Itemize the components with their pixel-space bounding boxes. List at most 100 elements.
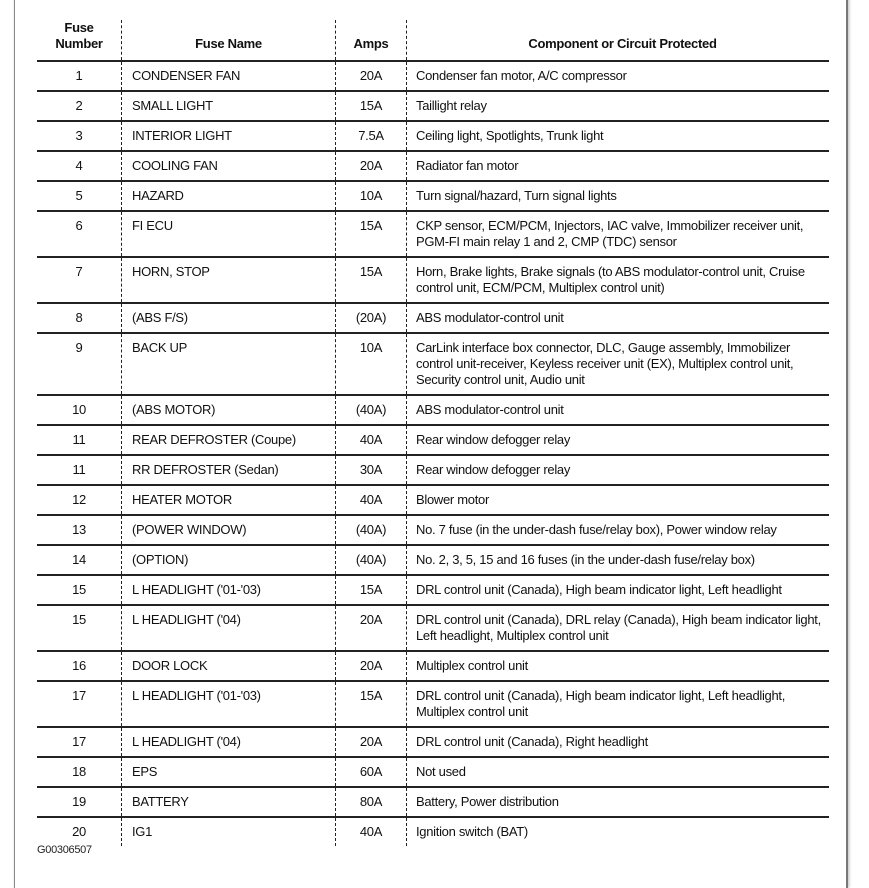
fuse-number-cell: 8 [37, 302, 122, 333]
component-cell: Battery, Power distribution [406, 786, 829, 817]
table-row: 10 (ABS MOTOR) (40A) ABS modulator-control … [37, 394, 829, 425]
table-row: 19 BATTERY 80A Battery, Power distribution [37, 786, 829, 817]
amps-cell: 7.5A [335, 120, 407, 151]
table-row: 11 REAR DEFROSTER (Coupe) 40A Rear window d… [37, 424, 829, 455]
fuse-number-cell: 14 [37, 544, 122, 575]
fuse-name-cell: (OPTION) [121, 544, 336, 575]
component-cell: DRL control unit (Canada), DRL relay (Ca… [406, 604, 829, 651]
header-fuse-number: Fuse Number [55, 20, 103, 51]
table-row: 4 COOLING FAN 20A Radiator fan motor [37, 150, 829, 181]
table-row: 17 L HEADLIGHT ('04) 20A DRL control unit (… [37, 726, 829, 757]
header-amps: Amps [335, 20, 407, 61]
fuse-number-cell: 2 [37, 90, 122, 121]
fuse-name-cell: BATTERY [121, 786, 336, 817]
table-row: 8 (ABS F/S) (20A) ABS modulator-control uni… [37, 302, 829, 333]
table-row: 1 CONDENSER FAN 20A Condenser fan motor, A/… [37, 60, 829, 91]
table-row: 6 FI ECU 15A CKP sensor, ECM/PCM, Injectors… [37, 210, 829, 257]
fuse-table: Fuse Number Fuse Name Amps Component or C… [37, 20, 829, 846]
fuse-name-cell: CONDENSER FAN [121, 60, 336, 91]
amps-cell: 15A [335, 90, 407, 121]
fuse-number-cell: 1 [37, 60, 122, 91]
table-row: 20 IG1 40A Ignition switch (BAT) [37, 816, 829, 846]
amps-cell: 40A [335, 424, 407, 455]
component-cell: Horn, Brake lights, Brake signals (to AB… [406, 256, 829, 303]
table-row: 12 HEATER MOTOR 40A Blower motor [37, 484, 829, 515]
fuse-number-cell: 10 [37, 394, 122, 425]
table-row: 3 INTERIOR LIGHT 7.5A Ceiling light, Spotli… [37, 120, 829, 151]
fuse-name-cell: L HEADLIGHT ('01-'03) [121, 574, 336, 605]
fuse-number-cell: 3 [37, 120, 122, 151]
amps-cell: 40A [335, 816, 407, 846]
amps-cell: (20A) [335, 302, 407, 333]
table-row: 9 BACK UP 10A CarLink interface box connect… [37, 332, 829, 395]
fuse-name-cell: (ABS MOTOR) [121, 394, 336, 425]
component-cell: Rear window defogger relay [406, 454, 829, 485]
fuse-number-cell: 17 [37, 726, 122, 757]
amps-cell: (40A) [335, 544, 407, 575]
fuse-number-cell: 16 [37, 650, 122, 681]
table-row: 16 DOOR LOCK 20A Multiplex control unit [37, 650, 829, 681]
fuse-name-cell: COOLING FAN [121, 150, 336, 181]
fuse-name-cell: RR DEFROSTER (Sedan) [121, 454, 336, 485]
amps-cell: 10A [335, 180, 407, 211]
fuse-number-cell: 6 [37, 210, 122, 257]
component-cell: No. 2, 3, 5, 15 and 16 fuses (in the und… [406, 544, 829, 575]
amps-cell: 30A [335, 454, 407, 485]
fuse-number-cell: 17 [37, 680, 122, 727]
table-row: 17 L HEADLIGHT ('01-'03) 15A DRL control un… [37, 680, 829, 727]
fuse-number-cell: 20 [37, 816, 122, 846]
fuse-name-cell: (POWER WINDOW) [121, 514, 336, 545]
amps-cell: 20A [335, 604, 407, 651]
component-cell: Rear window defogger relay [406, 424, 829, 455]
header-component: Component or Circuit Protected [406, 20, 829, 61]
fuse-name-cell: REAR DEFROSTER (Coupe) [121, 424, 336, 455]
table-row: 13 (POWER WINDOW) (40A) No. 7 fuse (in the … [37, 514, 829, 545]
component-cell: Blower motor [406, 484, 829, 515]
amps-cell: 20A [335, 150, 407, 181]
fuse-name-cell: HORN, STOP [121, 256, 336, 303]
fuse-number-cell: 7 [37, 256, 122, 303]
component-cell: Turn signal/hazard, Turn signal lights [406, 180, 829, 211]
component-cell: Not used [406, 756, 829, 787]
table-row: 15 L HEADLIGHT ('01-'03) 15A DRL control un… [37, 574, 829, 605]
fuse-name-cell: (ABS F/S) [121, 302, 336, 333]
component-cell: Radiator fan motor [406, 150, 829, 181]
fuse-name-cell: EPS [121, 756, 336, 787]
header-fuse-name: Fuse Name [121, 20, 336, 61]
amps-cell: 15A [335, 680, 407, 727]
fuse-number-cell: 18 [37, 756, 122, 787]
fuse-number-cell: 11 [37, 424, 122, 455]
component-cell: Ignition switch (BAT) [406, 816, 829, 846]
amps-cell: 15A [335, 574, 407, 605]
fuse-number-cell: 19 [37, 786, 122, 817]
figure-id: G00306507 [37, 844, 92, 856]
fuse-number-cell: 12 [37, 484, 122, 515]
amps-cell: 20A [335, 60, 407, 91]
fuse-number-cell: 9 [37, 332, 122, 395]
table-row: 5 HAZARD 10A Turn signal/hazard, Turn signa… [37, 180, 829, 211]
fuse-name-cell: SMALL LIGHT [121, 90, 336, 121]
amps-cell: 15A [335, 210, 407, 257]
amps-cell: 10A [335, 332, 407, 395]
table-header-row: Fuse Number Fuse Name Amps Component or C… [37, 20, 829, 61]
component-cell: Taillight relay [406, 90, 829, 121]
amps-cell: 80A [335, 786, 407, 817]
fuse-name-cell: L HEADLIGHT ('04) [121, 604, 336, 651]
amps-cell: 40A [335, 484, 407, 515]
table-row: 15 L HEADLIGHT ('04) 20A DRL control unit (… [37, 604, 829, 651]
component-cell: CKP sensor, ECM/PCM, Injectors, IAC valv… [406, 210, 829, 257]
table-row: 11 RR DEFROSTER (Sedan) 30A Rear window def… [37, 454, 829, 485]
fuse-number-cell: 5 [37, 180, 122, 211]
amps-cell: 15A [335, 256, 407, 303]
table-row: 7 HORN, STOP 15A Horn, Brake lights, Brake … [37, 256, 829, 303]
component-cell: ABS modulator-control unit [406, 302, 829, 333]
component-cell: DRL control unit (Canada), High beam ind… [406, 574, 829, 605]
component-cell: No. 7 fuse (in the under-dash fuse/relay… [406, 514, 829, 545]
table-row: 18 EPS 60A Not used [37, 756, 829, 787]
fuse-name-cell: IG1 [121, 816, 336, 846]
fuse-name-cell: HAZARD [121, 180, 336, 211]
fuse-number-cell: 15 [37, 574, 122, 605]
amps-cell: 60A [335, 756, 407, 787]
amps-cell: (40A) [335, 514, 407, 545]
table-row: 2 SMALL LIGHT 15A Taillight relay [37, 90, 829, 121]
